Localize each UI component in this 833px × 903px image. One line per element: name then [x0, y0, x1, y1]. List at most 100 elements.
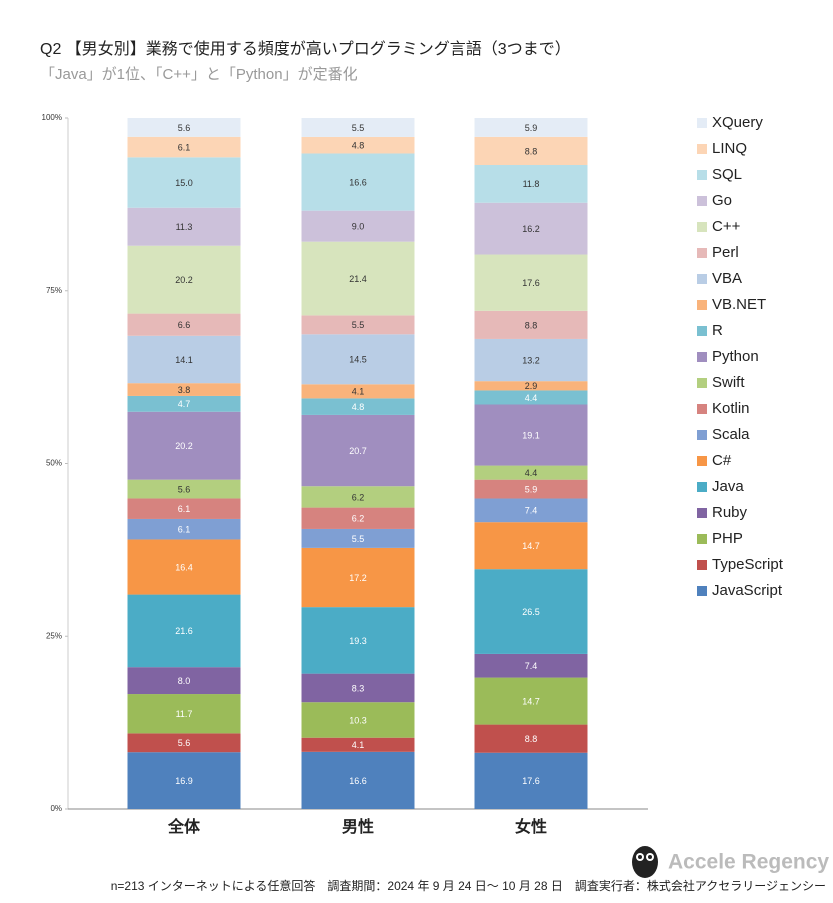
data-label: 10.3: [349, 715, 367, 725]
legend-swatch: [697, 144, 707, 154]
legend-swatch: [697, 248, 707, 258]
bar-segment: [301, 384, 415, 399]
data-label: 16.2: [522, 224, 540, 234]
bar-segment: [127, 207, 241, 246]
data-label: 5.5: [352, 534, 365, 544]
bar-segment: [301, 136, 415, 154]
bar-segment: [127, 411, 241, 480]
data-label: 14.7: [522, 696, 540, 706]
legend-swatch: [697, 482, 707, 492]
legend-swatch: [697, 378, 707, 388]
bar-segment: [474, 118, 588, 137]
bar-segment: [474, 569, 588, 654]
data-label: 20.2: [175, 275, 193, 285]
chart-title: Q2 【男女別】業務で使用する頻度が高いプログラミング言語（3つまで）: [40, 39, 571, 58]
data-label: 8.0: [178, 676, 191, 686]
legend-swatch: [697, 352, 707, 362]
brand-name: Accele Regency: [668, 851, 829, 874]
legend-label: Python: [712, 348, 759, 365]
bar-segment: [127, 518, 241, 540]
data-label: 5.5: [352, 123, 365, 133]
x-tick-label: 女性: [515, 817, 547, 836]
bar-segment: [301, 118, 415, 137]
bar-segment: [474, 498, 588, 523]
data-label: 21.6: [175, 626, 193, 636]
bar-segment: [301, 547, 415, 608]
data-label: 17.2: [349, 573, 367, 583]
data-label: 8.3: [352, 683, 365, 693]
legend-label: XQuery: [712, 114, 763, 131]
footnote: n=213 インターネットによる任意回答 調査期間：2024 年 9 月 24 …: [111, 878, 826, 893]
bar-segment: [127, 383, 241, 396]
legend-swatch: [697, 404, 707, 414]
legend-label: Scala: [712, 426, 750, 443]
data-label: 4.8: [352, 402, 365, 412]
bar-segment: [127, 694, 241, 734]
data-label: 11.8: [523, 179, 540, 189]
data-label: 11.7: [176, 709, 193, 719]
bar-segment: [127, 313, 241, 336]
data-label: 6.2: [352, 514, 365, 524]
x-tick-label: 全体: [167, 817, 201, 836]
data-label: 7.4: [525, 506, 538, 516]
bar-segment: [127, 157, 241, 208]
data-label: 4.8: [352, 141, 365, 151]
data-label: 6.1: [178, 504, 191, 514]
legend-swatch: [697, 430, 707, 440]
bar-segment: [301, 398, 415, 415]
bar-segment: [474, 522, 588, 570]
data-label: 26.5: [522, 607, 540, 617]
bar-segment: [474, 724, 588, 753]
bar-segment: [301, 607, 415, 674]
data-label: 4.1: [352, 740, 365, 750]
data-label: 9.0: [352, 222, 365, 232]
bar-segment: [474, 165, 588, 203]
data-label: 6.1: [178, 142, 191, 152]
bar-segment: [301, 315, 415, 335]
data-label: 4.4: [525, 468, 538, 478]
data-label: 13.2: [522, 355, 540, 365]
data-label: 14.1: [175, 355, 193, 365]
data-label: 5.9: [525, 484, 538, 494]
legend-swatch: [697, 326, 707, 336]
brand-logo: [632, 846, 658, 878]
data-label: 15.0: [175, 178, 193, 188]
legend-swatch: [697, 196, 707, 206]
bar-segment: [474, 310, 588, 339]
x-tick-label: 男性: [342, 817, 374, 836]
legend-label: C#: [712, 452, 732, 469]
data-label: 17.6: [522, 776, 540, 786]
data-label: 5.6: [178, 738, 191, 748]
bar-segment: [127, 118, 241, 137]
bar-segment: [474, 404, 588, 466]
legend-swatch: [697, 118, 707, 128]
bar-segment: [127, 136, 241, 158]
data-label: 6.2: [352, 492, 365, 502]
bar-segment: [474, 677, 588, 725]
bar-segment: [474, 465, 588, 480]
data-label: 19.1: [522, 430, 540, 440]
data-label: 14.7: [522, 541, 540, 551]
bar-segment: [474, 479, 588, 499]
legend-swatch: [697, 508, 707, 518]
y-tick-label: 100%: [42, 113, 62, 122]
data-label: 17.6: [522, 278, 540, 288]
bar-segment: [127, 498, 241, 519]
legend-label: JavaScript: [712, 582, 783, 599]
y-tick-label: 75%: [46, 286, 62, 295]
legend-swatch: [697, 300, 707, 310]
chart-subtitle: 「Java」が1位、「C++」と「Python」が定番化: [40, 66, 358, 83]
legend-label: Perl: [712, 244, 739, 261]
bar-segment: [301, 528, 415, 548]
bar-segment: [474, 390, 588, 405]
legend-label: TypeScript: [712, 556, 784, 573]
y-tick-label: 0%: [50, 804, 62, 813]
data-label: 21.4: [349, 274, 367, 284]
data-label: 5.9: [525, 123, 538, 133]
bar-segment: [127, 539, 241, 595]
data-label: 6.1: [178, 525, 191, 535]
data-label: 19.3: [349, 636, 367, 646]
bar-segment: [474, 202, 588, 255]
bar-segment: [127, 733, 241, 753]
